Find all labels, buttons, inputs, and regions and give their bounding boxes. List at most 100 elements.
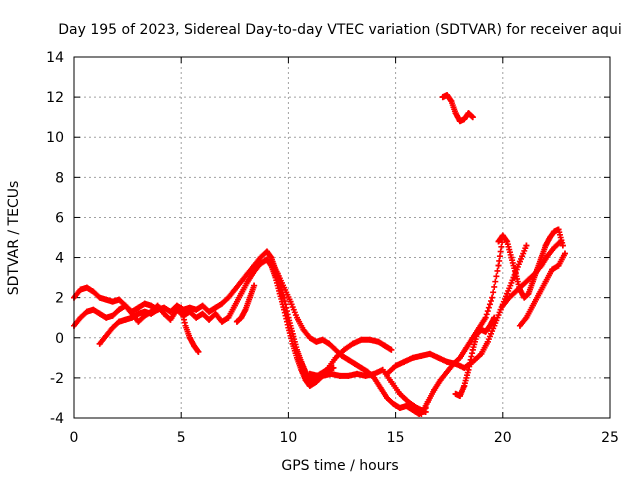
- data-point: [212, 304, 219, 311]
- data-point: [173, 306, 180, 313]
- data-point: [521, 294, 528, 301]
- data-point: [388, 378, 395, 385]
- plot-frame: [73, 56, 611, 419]
- data-point: [512, 270, 519, 277]
- data-point: [450, 360, 457, 367]
- data-point: [122, 316, 129, 323]
- series-marker-cloud: [384, 242, 530, 377]
- data-point: [257, 260, 264, 267]
- data-point: [349, 340, 356, 347]
- data-point: [516, 258, 523, 265]
- data-point: [351, 360, 358, 367]
- data-point: [516, 322, 523, 329]
- data-point: [437, 376, 444, 383]
- data-point: [384, 394, 391, 401]
- data-point: [371, 374, 378, 381]
- data-point: [469, 114, 476, 121]
- data-point: [336, 372, 343, 379]
- y-tick-label: 10: [46, 130, 64, 146]
- data-point: [512, 288, 519, 295]
- x-axis-label: GPS time / hours: [281, 458, 398, 474]
- data-point: [218, 318, 225, 325]
- data-point: [362, 372, 369, 379]
- data-point: [461, 116, 468, 123]
- data-point: [96, 310, 103, 317]
- data-point: [358, 336, 365, 343]
- data-point: [306, 370, 313, 377]
- data-point: [538, 254, 545, 261]
- data-point: [525, 276, 532, 283]
- data-point: [390, 400, 397, 407]
- data-point: [218, 300, 225, 307]
- data-point: [392, 362, 399, 369]
- data-point: [161, 310, 168, 317]
- data-points: [71, 92, 568, 417]
- data-point: [148, 302, 155, 309]
- data-point: [178, 304, 185, 311]
- data-point: [141, 300, 148, 307]
- data-point: [135, 304, 142, 311]
- data-point: [358, 364, 365, 371]
- data-point: [536, 290, 543, 297]
- data-point: [448, 98, 455, 105]
- data-point: [461, 364, 468, 371]
- series-marker-cloud: [71, 256, 429, 415]
- data-point: [426, 350, 433, 357]
- data-point: [463, 344, 470, 351]
- y-tick-label: 2: [55, 291, 64, 307]
- data-point: [135, 310, 142, 317]
- data-point: [465, 366, 472, 373]
- data-point: [116, 306, 123, 313]
- data-point: [364, 368, 371, 375]
- data-point: [508, 254, 515, 261]
- data-point: [274, 270, 281, 277]
- data-point: [167, 316, 174, 323]
- data-point: [377, 384, 384, 391]
- data-point: [551, 228, 558, 235]
- x-tick-label: 20: [494, 430, 512, 446]
- data-point: [504, 290, 511, 297]
- data-point: [525, 290, 532, 297]
- series-marker-cloud: [495, 226, 566, 301]
- data-point: [341, 346, 348, 353]
- data-point: [96, 340, 103, 347]
- data-point: [186, 308, 193, 315]
- data-point: [251, 268, 258, 275]
- data-point: [293, 354, 300, 361]
- data-point: [523, 314, 530, 321]
- data-point: [315, 372, 322, 379]
- x-tick-label: 15: [387, 430, 405, 446]
- data-point: [504, 238, 511, 245]
- data-point: [206, 308, 213, 315]
- data-point: [238, 278, 245, 285]
- data-point: [396, 390, 403, 397]
- data-point: [193, 314, 200, 321]
- data-point: [276, 290, 283, 297]
- data-point: [103, 296, 110, 303]
- data-point: [103, 332, 110, 339]
- data-point: [542, 278, 549, 285]
- series-track-12: [499, 238, 564, 309]
- data-point: [122, 302, 129, 309]
- data-point: [293, 314, 300, 321]
- data-point: [135, 318, 142, 325]
- data-point: [345, 372, 352, 379]
- data-point: [285, 324, 292, 331]
- y-tick-label: 0: [55, 331, 64, 347]
- data-point: [409, 354, 416, 361]
- data-point: [116, 296, 123, 303]
- data-point: [384, 370, 391, 377]
- data-point: [289, 340, 296, 347]
- series-track-7: [306, 336, 395, 379]
- data-point: [90, 306, 97, 313]
- data-point: [328, 370, 335, 377]
- data-point: [499, 302, 506, 309]
- data-point: [544, 252, 551, 259]
- data-point: [465, 110, 472, 117]
- data-point: [418, 352, 425, 359]
- data-point: [489, 294, 496, 301]
- data-point: [182, 322, 189, 329]
- data-point: [469, 346, 476, 353]
- data-point: [251, 282, 258, 289]
- data-point: [538, 262, 545, 269]
